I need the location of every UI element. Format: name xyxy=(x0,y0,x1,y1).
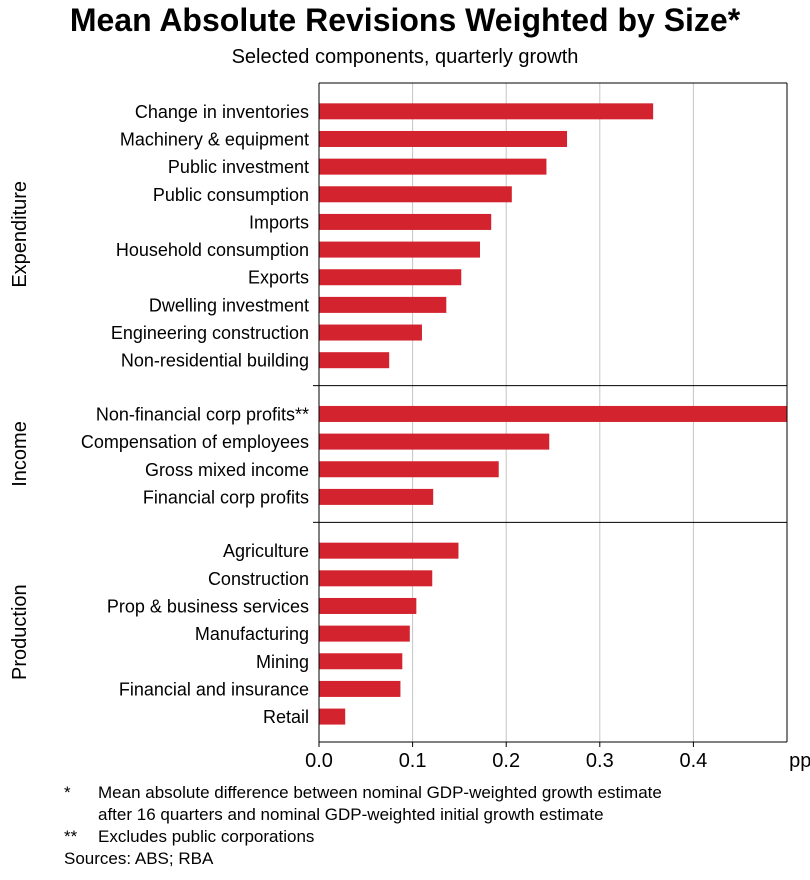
category-label-public-consumption: Public consumption xyxy=(153,185,309,205)
bar-engineering-construction xyxy=(319,324,422,341)
bar-financial-corp-profits xyxy=(319,488,434,505)
category-label-household-consumption: Household consumption xyxy=(116,240,309,260)
x-unit-label: ppt xyxy=(789,750,810,772)
footnotes: * Mean absolute difference between nomin… xyxy=(64,782,662,870)
category-label-agriculture: Agriculture xyxy=(223,541,309,561)
footnote-2-text: Excludes public corporations xyxy=(98,827,315,846)
category-label-gross-mixed-income: Gross mixed income xyxy=(145,460,309,480)
bar-machinery-equipment xyxy=(319,130,568,147)
sources-line: Sources: ABS; RBA xyxy=(64,849,214,868)
group-label-income: Income xyxy=(9,421,31,487)
category-label-construction: Construction xyxy=(208,569,309,589)
x-tick-label-2: 0.2 xyxy=(492,750,520,772)
bar-mining xyxy=(319,653,403,670)
bar-public-consumption xyxy=(319,186,512,203)
bar-dwelling-investment xyxy=(319,296,447,313)
category-label-financial-and-insurance: Financial and insurance xyxy=(119,679,309,699)
category-label-non-financial-corp-profits: Non-financial corp profits** xyxy=(96,404,309,424)
bar-household-consumption xyxy=(319,241,480,258)
category-label-change-in-inventories: Change in inventories xyxy=(135,102,309,122)
bar-construction xyxy=(319,570,433,587)
category-label-financial-corp-profits: Financial corp profits xyxy=(143,487,309,507)
bar-non-financial-corp-profits xyxy=(319,405,787,422)
category-label-machinery-equipment: Machinery & equipment xyxy=(120,129,309,149)
category-label-dwelling-investment: Dwelling investment xyxy=(149,295,309,315)
bar-compensation-of-employees xyxy=(319,433,550,450)
bar-prop-business-services xyxy=(319,597,417,614)
category-label-engineering-construction: Engineering construction xyxy=(111,323,309,343)
bar-gross-mixed-income xyxy=(319,461,499,478)
bar-public-investment xyxy=(319,158,547,175)
x-tick-label-3: 0.3 xyxy=(586,750,614,772)
group-label-production: Production xyxy=(9,584,31,680)
category-label-non-residential-building: Non-residential building xyxy=(121,351,309,371)
x-tick-label-0: 0.0 xyxy=(305,750,333,772)
bar-agriculture xyxy=(319,542,459,559)
bar-exports xyxy=(319,269,462,286)
bar-financial-and-insurance xyxy=(319,680,401,697)
footnote-1: * Mean absolute difference between nomin… xyxy=(64,782,662,826)
chart-title: Mean Absolute Revisions Weighted by Size… xyxy=(69,2,741,38)
bar-change-in-inventories xyxy=(319,103,654,120)
footnote-2: ** Excludes public corporations xyxy=(64,826,662,848)
bar-imports xyxy=(319,213,492,230)
chart-subtitle: Selected components, quarterly growth xyxy=(231,46,579,68)
category-label-imports: Imports xyxy=(249,212,309,232)
footnote-1-text: Mean absolute difference between nominal… xyxy=(98,783,662,824)
footnote-1-mark: * xyxy=(64,783,71,802)
x-tick-label-1: 0.1 xyxy=(399,750,427,772)
footnote-2-mark: ** xyxy=(64,827,78,846)
category-label-exports: Exports xyxy=(248,268,309,288)
category-label-public-investment: Public investment xyxy=(168,157,309,177)
category-label-mining: Mining xyxy=(256,652,309,672)
category-label-compensation-of-employees: Compensation of employees xyxy=(81,432,309,452)
category-label-prop-business-services: Prop & business services xyxy=(107,596,309,616)
bar-chart: Expenditure Change in inventories Machiner… xyxy=(9,82,810,772)
bar-manufacturing xyxy=(319,625,410,642)
category-label-retail: Retail xyxy=(263,707,309,727)
group-label-expenditure: Expenditure xyxy=(9,181,31,288)
category-label-manufacturing: Manufacturing xyxy=(195,624,309,644)
bar-non-residential-building xyxy=(319,352,390,369)
bar-retail xyxy=(319,708,346,725)
x-tick-label-4: 0.4 xyxy=(679,750,707,772)
